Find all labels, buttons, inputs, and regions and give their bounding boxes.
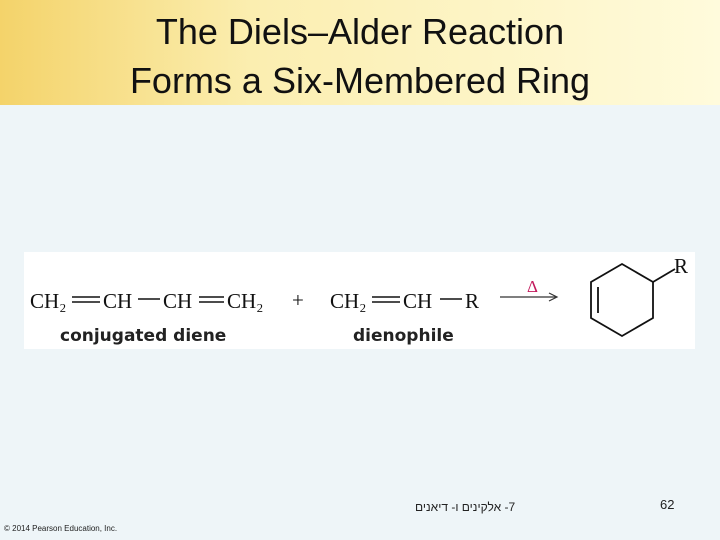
page-number: 62 [660, 497, 674, 512]
substituent: R [674, 254, 688, 278]
chapter-footer: 7- אלקינים ו- דיאנים [415, 500, 516, 514]
formula-group: CH [163, 289, 192, 313]
title-line: The Diels–Alder Reaction [156, 11, 564, 52]
formula-group: CH₂ [330, 289, 367, 313]
formula-group: CH₂ [30, 289, 67, 313]
title-band [0, 0, 720, 105]
formula-group: R [465, 289, 479, 313]
dienophile-label: dienophile [353, 326, 454, 346]
formula-group: CH [403, 289, 432, 313]
title-line: Forms a Six-Membered Ring [130, 60, 590, 101]
heat-symbol: Δ [527, 277, 538, 296]
formula-group: CH₂ [227, 289, 264, 313]
double-bond [199, 296, 224, 303]
diene-label: conjugated diene [60, 326, 226, 346]
substituent-bond [652, 268, 676, 283]
reaction: CH₂ CH CH CH₂ + CH₂ CH R conjugated dien… [30, 254, 688, 346]
double-bond [372, 296, 400, 303]
plus: + [292, 288, 304, 312]
formula-group: CH [103, 289, 132, 313]
copyright: © 2014 Pearson Education, Inc. [4, 524, 117, 533]
reaction-box [24, 252, 695, 349]
arrow-head [548, 292, 559, 302]
double-bond [72, 296, 100, 303]
